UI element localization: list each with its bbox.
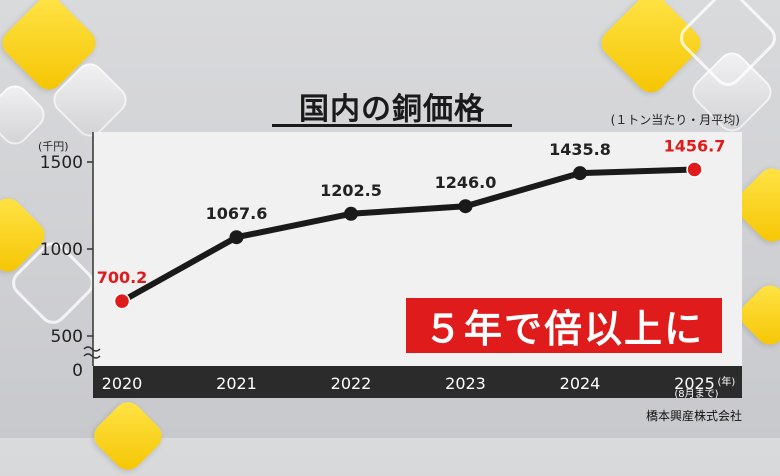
- y-tick-label: 1000: [40, 240, 83, 260]
- x-tick-label: 2023: [445, 374, 486, 393]
- y-tick-label: 0: [72, 361, 83, 381]
- x-tick-label: 2021: [216, 374, 257, 393]
- series-line: [119, 166, 698, 305]
- x-last-note: (8月まで): [674, 388, 718, 400]
- headline-banner: ５年で倍以上に: [406, 298, 722, 353]
- x-tick-label: 2025: [674, 374, 715, 393]
- source-credit: 橋本興産株式会社: [645, 409, 742, 423]
- y-tick-label: 500: [51, 327, 83, 347]
- page-title: 国内の銅価格: [299, 92, 485, 127]
- data-label: 1246.0: [435, 173, 497, 192]
- axis-break-mark: [83, 346, 101, 359]
- data-label: 1435.8: [549, 140, 611, 159]
- data-label: 700.2: [97, 268, 148, 287]
- data-point: [113, 292, 131, 310]
- title-underline: [272, 124, 512, 127]
- data-point: [229, 230, 244, 245]
- data-point: [458, 199, 473, 214]
- data-label: 1067.6: [206, 204, 268, 223]
- x-axis-unit: (年): [718, 375, 736, 388]
- data-label: 1202.5: [320, 181, 382, 200]
- line-chart: 1500 1000 500 0 700.2 1067.6 1202.5 1246.0 1435.…: [40, 132, 742, 400]
- y-tick-label: 1500: [40, 153, 83, 173]
- data-point: [686, 161, 703, 178]
- x-tick-label: 2024: [560, 374, 601, 393]
- x-tick-label: 2020: [102, 374, 143, 393]
- y-axis-unit: (千円): [38, 140, 69, 153]
- x-tick-label: 2022: [331, 374, 372, 393]
- data-point: [344, 206, 358, 221]
- chart-subtitle: (１トン当たり・月平均): [610, 113, 740, 127]
- data-label: 1456.7: [664, 137, 726, 156]
- x-axis-band: [93, 366, 742, 398]
- data-point: [573, 166, 587, 181]
